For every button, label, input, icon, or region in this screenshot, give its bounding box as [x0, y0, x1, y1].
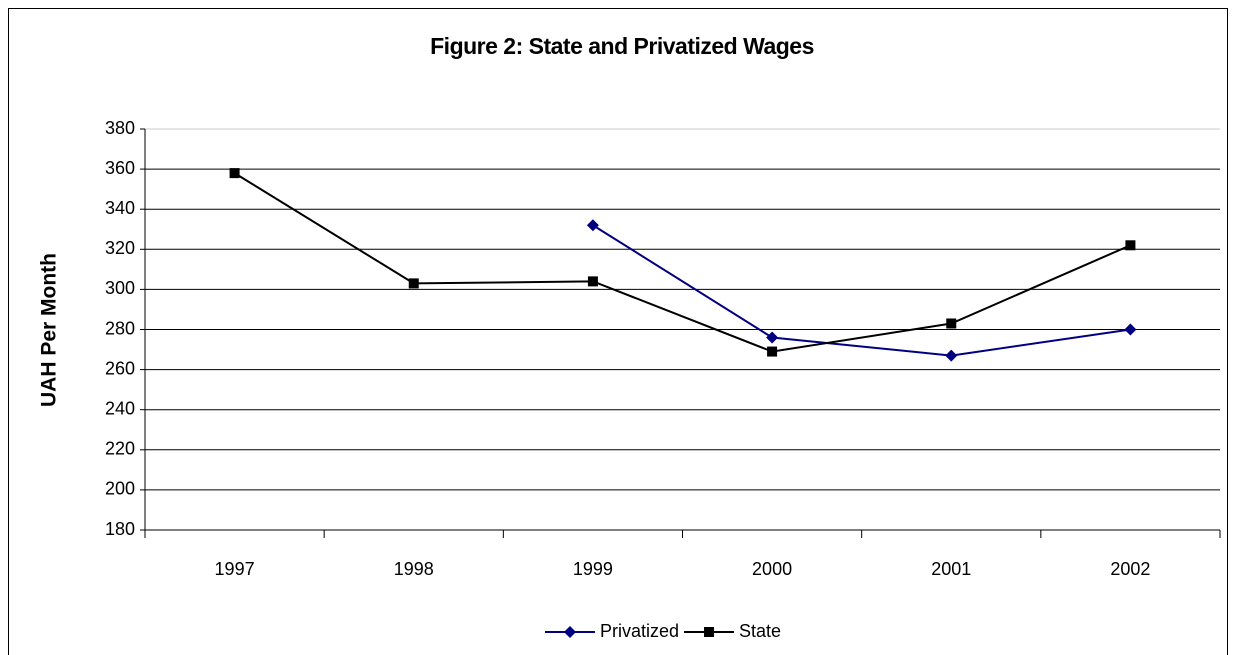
series-line: [234, 172, 1131, 353]
x-tick-label: 2002: [1110, 559, 1150, 579]
data-point: [408, 278, 419, 289]
data-point: [767, 346, 778, 357]
y-tick-label: 380: [105, 118, 135, 138]
chart-border: [8, 8, 1228, 655]
y-tick-label: 180: [105, 519, 135, 539]
data-point: [1125, 240, 1136, 251]
legend-marker: [564, 626, 576, 638]
chart-title: Figure 2: State and Privatized Wages: [430, 33, 814, 59]
data-point: [1124, 323, 1137, 336]
legend-marker: [704, 627, 715, 637]
data-point: [586, 219, 599, 232]
series-line: [592, 224, 1131, 357]
legend-label: State: [739, 621, 781, 641]
legend-label: Privatized: [600, 621, 679, 641]
y-axis-label: UAH Per Month: [38, 253, 61, 407]
y-tick-label: 260: [105, 358, 135, 378]
data-point: [766, 331, 779, 344]
x-tick-label: 1999: [573, 559, 613, 579]
x-tick-label: 1998: [394, 559, 434, 579]
y-tick-label: 340: [105, 198, 135, 218]
data-point: [229, 168, 240, 179]
data-point: [945, 349, 958, 362]
y-tick-label: 280: [105, 318, 135, 338]
y-tick-label: 240: [105, 398, 135, 418]
x-tick-label: 2001: [931, 559, 971, 579]
x-tick-label: 1997: [215, 559, 255, 579]
y-tick-label: 360: [105, 158, 135, 178]
y-tick-label: 220: [105, 439, 135, 459]
y-tick-label: 300: [105, 278, 135, 298]
y-tick-label: 320: [105, 238, 135, 258]
data-point: [587, 276, 598, 287]
data-point: [946, 318, 957, 329]
x-tick-label: 2000: [752, 559, 792, 579]
y-tick-label: 200: [105, 479, 135, 499]
